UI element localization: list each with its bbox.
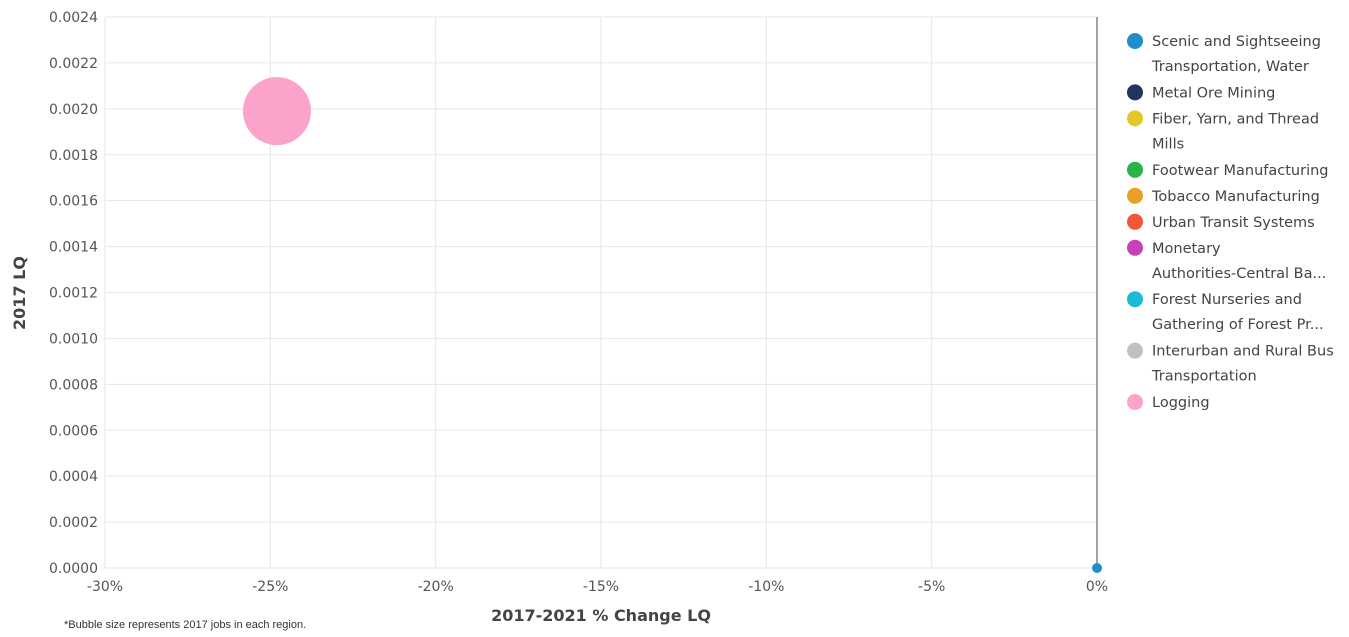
y-axis-title: 2017 LQ bbox=[10, 256, 29, 330]
x-tick-label: -5% bbox=[918, 579, 945, 595]
y-tick-label: 0.0008 bbox=[49, 377, 98, 393]
x-tick-label: -20% bbox=[418, 579, 454, 595]
legend-marker bbox=[1127, 33, 1143, 49]
legend-item-tobacco-manufacturing[interactable]: Tobacco Manufacturing bbox=[1127, 187, 1320, 205]
legend-label: Transportation bbox=[1151, 369, 1257, 385]
legend-label: Scenic and Sightseeing bbox=[1152, 34, 1321, 50]
y-tick-label: 0.0022 bbox=[49, 56, 98, 72]
legend-item-footwear-manufacturing[interactable]: Footwear Manufacturing bbox=[1127, 161, 1329, 179]
legend-label: Tobacco Manufacturing bbox=[1151, 189, 1320, 205]
bubble-size-note: *Bubble size represents 2017 jobs in eac… bbox=[64, 619, 306, 631]
legend-item-metal-ore-mining[interactable]: Metal Ore Mining bbox=[1127, 84, 1275, 101]
legend-marker bbox=[1127, 394, 1143, 410]
y-tick-label: 0.0010 bbox=[49, 331, 98, 347]
legend-label: Footwear Manufacturing bbox=[1152, 163, 1329, 179]
legend-label: Authorities-Central Ba... bbox=[1152, 266, 1326, 282]
legend-label: Monetary bbox=[1152, 241, 1221, 257]
x-tick-label: 0% bbox=[1086, 579, 1108, 595]
legend-item-logging[interactable]: Logging bbox=[1127, 394, 1210, 411]
legend-label: Interurban and Rural Bus bbox=[1152, 344, 1334, 360]
y-tick-label: 0.0004 bbox=[49, 469, 98, 485]
y-tick-label: 0.0018 bbox=[49, 148, 98, 164]
legend-marker bbox=[1127, 291, 1143, 308]
bubble-logging bbox=[242, 77, 311, 146]
legend-marker bbox=[1127, 110, 1143, 127]
legend-item-interurban-and-rural-bus-transportation[interactable]: Interurban and Rural Bus Transportation bbox=[1127, 342, 1334, 385]
legend-item-urban-transit-systems[interactable]: Urban Transit Systems bbox=[1127, 213, 1315, 231]
legend-marker bbox=[1127, 84, 1143, 101]
axis-layer: 0.0000 0.0002 0.0004 0.0006 0.0008 0.0010 0.00… bbox=[49, 10, 1108, 595]
y-tick-label: 0.0006 bbox=[49, 423, 98, 439]
legend: Scenic and Sightseeing Transportation, Wa… bbox=[1127, 33, 1334, 411]
legend-label: Forest Nurseries and bbox=[1152, 292, 1302, 308]
legend-marker bbox=[1127, 239, 1143, 256]
y-tick-label: 0.0024 bbox=[49, 10, 98, 26]
legend-marker bbox=[1127, 187, 1143, 204]
legend-label: Urban Transit Systems bbox=[1152, 215, 1315, 231]
y-tick-label: 0.0000 bbox=[49, 561, 98, 577]
bubble-scenic-and-sightseeing-transportation-water bbox=[1092, 563, 1102, 573]
legend-item-forest-nurseries-and-gathering-of-forest-pr[interactable]: Forest Nurseries and Gathering of Forest … bbox=[1127, 291, 1324, 333]
y-tick-label: 0.0002 bbox=[49, 515, 98, 531]
legend-item-fiber-yarn-and-thread-mills[interactable]: Fiber, Yarn, and Thread Mills bbox=[1127, 110, 1319, 152]
x-tick-label: -30% bbox=[87, 579, 123, 595]
legend-label: Fiber, Yarn, and Thread bbox=[1152, 111, 1319, 127]
y-tick-label: 0.0012 bbox=[49, 286, 98, 302]
legend-label: Metal Ore Mining bbox=[1152, 85, 1275, 101]
legend-item-scenic-and-sightseeing-transportation-water[interactable]: Scenic and Sightseeing Transportation, Wa… bbox=[1127, 33, 1321, 75]
y-tick-label: 0.0020 bbox=[49, 102, 98, 118]
y-tick-label: 0.0014 bbox=[49, 240, 98, 256]
legend-label: Transportation, Water bbox=[1151, 59, 1309, 75]
legend-label: Gathering of Forest Pr... bbox=[1152, 317, 1324, 333]
x-axis-title: 2017-2021 % Change LQ bbox=[491, 606, 711, 625]
legend-marker bbox=[1127, 161, 1143, 178]
x-tick-label: -10% bbox=[748, 579, 784, 595]
x-tick-label: -15% bbox=[583, 579, 619, 595]
legend-label: Logging bbox=[1152, 395, 1210, 411]
legend-item-monetary-authorities-central-ba[interactable]: Monetary Authorities-Central Ba... bbox=[1127, 239, 1326, 282]
legend-marker bbox=[1127, 213, 1143, 230]
marks-layer bbox=[242, 77, 1102, 573]
legend-marker bbox=[1127, 342, 1143, 359]
y-tick-label: 0.0016 bbox=[49, 194, 98, 210]
x-tick-label: -25% bbox=[252, 579, 288, 595]
legend-label: Mills bbox=[1152, 136, 1184, 152]
